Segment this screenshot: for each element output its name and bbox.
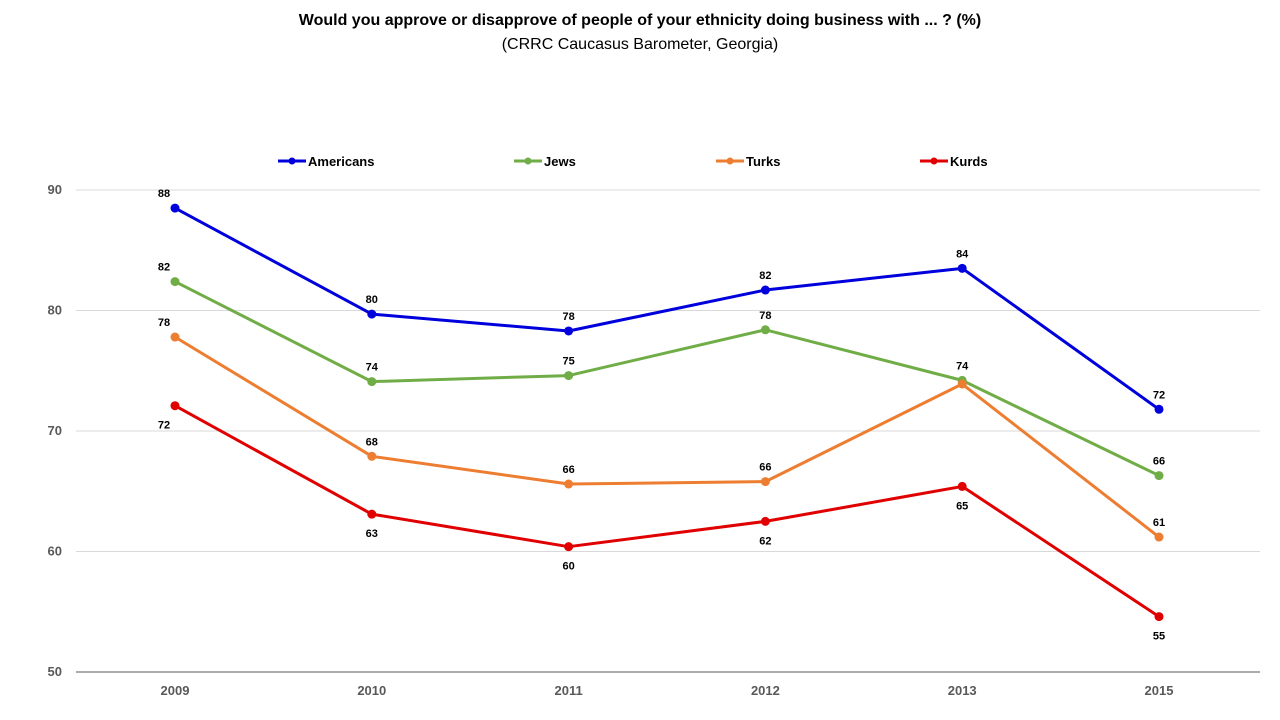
legend-label: Jews [544,154,576,169]
data-point [957,263,967,273]
data-point [367,451,377,461]
data-label: 61 [1153,517,1165,529]
y-tick-label: 80 [48,303,62,318]
data-label: 62 [759,535,771,547]
data-point [760,285,770,295]
data-label: 72 [1153,389,1165,401]
data-point [1154,404,1164,414]
data-label: 60 [562,561,574,573]
legend-marker [726,157,734,165]
data-point [564,371,574,381]
x-tick-label: 2011 [554,683,582,698]
x-tick-label: 2015 [1145,683,1174,698]
data-label: 82 [759,270,771,282]
data-label: 72 [158,420,170,432]
data-point [564,542,574,552]
x-tick-label: 2012 [751,683,780,698]
data-label: 66 [562,464,574,476]
data-label: 68 [366,436,378,448]
y-tick-label: 50 [48,664,62,679]
data-label: 78 [158,317,170,329]
data-label: 74 [956,360,969,372]
chart-title: Would you approve or disapprove of peopl… [298,12,982,29]
data-point [760,477,770,487]
y-axis: 50 60 70 80 90 [48,182,62,679]
series-line [174,206,1160,411]
data-point [564,479,574,489]
legend-label: Turks [746,154,780,169]
chart-subtitle: (CRRC Caucasus Barometer, Georgia) [501,36,779,53]
legend-label: Americans [308,154,374,169]
x-tick-label: 2010 [357,683,386,698]
data-label: 74 [366,362,379,374]
data-label: 78 [562,311,574,323]
y-tick-label: 90 [48,182,62,197]
x-axis: 2009 2010 2011 2012 2013 2015 [161,683,1174,698]
data-point [1154,612,1164,622]
data-label: 66 [759,462,771,474]
y-tick-label: 60 [48,544,62,559]
legend: Americans Jews Turks Kurds [278,154,988,169]
data-point [170,401,180,411]
gridlines [76,189,1260,673]
x-tick-label: 2013 [948,683,977,698]
data-label: 80 [366,294,378,306]
data-point [1154,532,1164,542]
data-point [760,516,770,526]
data-point [957,481,967,491]
data-label: 88 [158,188,170,200]
legend-marker [930,157,938,165]
data-point [170,332,180,342]
legend-marker [524,157,532,165]
data-point [760,325,770,335]
data-point [170,277,180,287]
series-line [174,404,1160,618]
data-point [170,203,180,213]
series-line [174,335,1160,539]
data-point [564,326,574,336]
data-point [1154,471,1164,481]
data-point [957,379,967,389]
data-label: 55 [1153,631,1165,643]
series-group: 88 80 78 82 84 72 82 74 75 78 74 66 78 68 66 66 61 72 63 60… [158,188,1165,642]
data-point [367,309,377,319]
data-label: 66 [1153,456,1165,468]
data-point [367,377,377,387]
data-label: 65 [956,500,968,512]
data-label: 82 [158,262,170,274]
y-tick-label: 70 [48,423,62,438]
x-tick-label: 2009 [161,683,190,698]
data-label: 63 [366,528,378,540]
legend-label: Kurds [950,154,988,169]
data-point [367,509,377,519]
data-label: 75 [562,356,574,368]
data-label: 78 [759,310,771,322]
legend-marker [288,157,296,165]
series-line [174,280,1160,477]
data-label: 84 [956,248,969,260]
